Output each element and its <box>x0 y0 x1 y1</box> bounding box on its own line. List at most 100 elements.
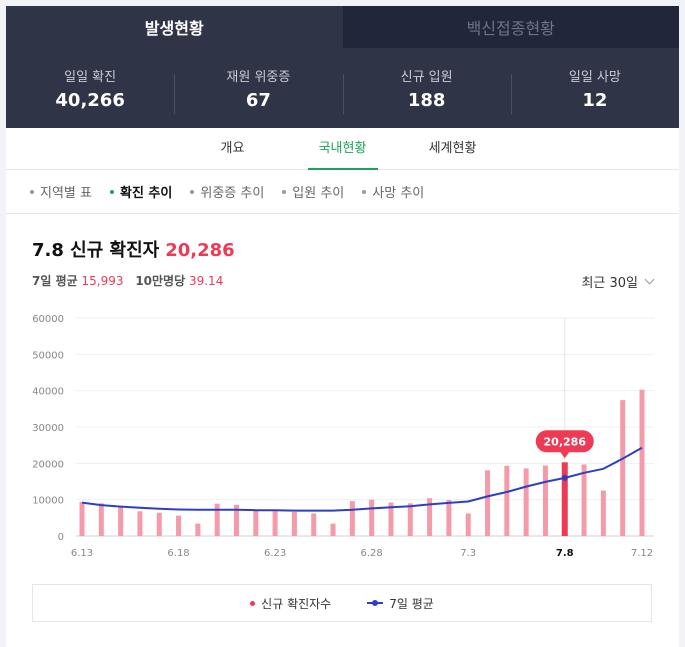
avg-label: 7일 평균 <box>32 274 78 288</box>
chart-title-text: 7.8 신규 확진자 <box>32 240 160 261</box>
bar <box>369 499 375 536</box>
y-tick-label: 50000 <box>32 350 64 361</box>
bar <box>504 465 510 536</box>
tab-overview[interactable]: 개요 <box>220 141 245 156</box>
chart-subtitle: 7일 평균 15,993 10만명당 39.14 <box>32 272 679 289</box>
bar <box>79 501 85 536</box>
bullet-icon <box>109 189 114 194</box>
legend-item-confirmed[interactable]: 신규 확진자수 <box>250 595 331 612</box>
period-dropdown[interactable]: 최근 30일 <box>581 272 655 291</box>
filter-hospitalized-trend[interactable]: 입원 추이 <box>282 182 344 201</box>
tooltip-bubble <box>535 430 594 453</box>
filter-region-table[interactable]: 지역별 표 <box>30 182 92 201</box>
y-tick-label: 10000 <box>32 496 64 507</box>
stat-critical: 재원 위중증 67 <box>174 66 342 114</box>
filter-label: 입원 추이 <box>292 186 345 201</box>
bar <box>349 501 355 536</box>
chart-tooltip: 20,286 <box>535 430 594 459</box>
avg-value: 15,993 <box>81 274 124 288</box>
y-axis-labels: 60000 50000 40000 30000 20000 10000 0 <box>32 314 64 543</box>
stat-value: 12 <box>582 89 608 111</box>
summary-panel: 발생현황 백신접종현황 일일 확진 40,266 재원 위중증 67 신규 입원… <box>6 6 679 128</box>
confirmed-cases-chart: 60000 50000 40000 30000 20000 10000 0 6.13 6.18… <box>32 314 654 559</box>
stat-value: 40,266 <box>55 89 125 111</box>
chart-grid <box>76 317 654 537</box>
x-tick-label: 6.23 <box>264 548 286 559</box>
avg-point <box>561 474 568 481</box>
bar <box>446 500 452 536</box>
x-tick-label: 6.18 <box>167 548 189 559</box>
stat-label: 일일 사망 <box>568 69 621 85</box>
legend-line-icon <box>367 600 384 606</box>
y-tick-label: 40000 <box>32 387 64 398</box>
x-axis-labels: 6.13 6.18 6.23 6.28 7.3 7.8 7.12 <box>71 548 653 559</box>
legend-label: 신규 확진자수 <box>261 596 332 611</box>
bar <box>311 513 317 536</box>
stat-label: 신규 입원 <box>400 69 453 85</box>
bar <box>485 470 491 536</box>
bar <box>118 507 124 536</box>
stat-daily-confirmed: 일일 확진 40,266 <box>6 66 174 111</box>
legend-item-avg[interactable]: 7일 평균 <box>367 595 434 612</box>
bar-series <box>79 389 645 536</box>
bar <box>523 468 529 536</box>
filter-label: 지역별 표 <box>40 186 92 201</box>
filter-label: 확진 추이 <box>119 186 173 201</box>
filter-bar: 지역별 표 확진 추이 위중증 추이 입원 추이 사망 추이 <box>6 170 679 214</box>
stat-value: 188 <box>407 89 446 111</box>
stat-daily-deaths: 일일 사망 12 <box>510 66 679 114</box>
bar <box>542 465 548 536</box>
chevron-down-icon <box>644 274 655 285</box>
filter-confirmed-trend[interactable]: 확진 추이 <box>109 182 173 201</box>
bar <box>98 503 104 536</box>
period-label: 최근 30일 <box>581 276 638 291</box>
bullet-icon <box>362 189 367 194</box>
bar <box>253 510 259 536</box>
stat-label: 재원 위중증 <box>226 69 291 85</box>
filter-deaths-trend[interactable]: 사망 추이 <box>362 182 424 201</box>
tab-outbreak-status[interactable]: 발생현황 <box>6 6 343 48</box>
bar <box>581 464 587 536</box>
avg-line <box>81 446 643 512</box>
filter-label: 위중증 추이 <box>200 186 265 201</box>
bar <box>330 523 336 536</box>
top-tabs: 발생현황 백신접종현황 <box>6 6 679 48</box>
covid-status-panel: 발생현황 백신접종현황 일일 확진 40,266 재원 위중증 67 신규 입원… <box>6 6 679 647</box>
chart-legend: 신규 확진자수 7일 평균 <box>32 584 652 622</box>
chart-title: 7.8 신규 확진자 20,286 <box>32 236 679 262</box>
filter-critical-trend[interactable]: 위중증 추이 <box>190 182 264 201</box>
bar <box>561 462 568 536</box>
stat-label: 일일 확진 <box>64 69 117 85</box>
y-tick-label: 0 <box>58 532 64 543</box>
y-tick-label: 30000 <box>32 423 64 434</box>
stat-new-hospitalized: 신규 입원 188 <box>342 66 511 114</box>
x-tick-label: 7.3 <box>460 548 476 559</box>
bar <box>388 502 394 536</box>
tab-domestic[interactable]: 국내현황 <box>288 128 398 170</box>
bar <box>233 504 239 536</box>
stat-value: 67 <box>245 89 271 111</box>
bar <box>195 523 201 536</box>
per100k-value: 39.14 <box>188 274 224 288</box>
bar <box>465 513 471 536</box>
y-tick-label: 20000 <box>32 459 64 470</box>
tab-vaccination-status[interactable]: 백신접종현황 <box>342 6 679 48</box>
filter-label: 사망 추이 <box>372 186 425 201</box>
legend-label: 7일 평균 <box>389 596 434 611</box>
bullet-icon <box>282 189 287 194</box>
bar <box>272 511 278 536</box>
x-tick-label: 6.28 <box>361 548 383 559</box>
y-tick-label: 60000 <box>32 314 64 325</box>
bar <box>407 503 413 536</box>
bullet-icon <box>190 189 195 194</box>
legend-dot-icon <box>250 600 256 606</box>
x-tick-label: 6.13 <box>71 548 93 559</box>
tab-world[interactable]: 세계현황 <box>428 141 477 156</box>
bar <box>620 400 626 536</box>
stats-row: 일일 확진 40,266 재원 위중증 67 신규 입원 188 일일 사망 1… <box>6 48 679 128</box>
bar <box>156 512 162 536</box>
bar <box>639 389 645 536</box>
bar <box>291 512 297 536</box>
sub-tabs: 개요 국내현황 세계현황 <box>6 128 679 170</box>
chart-title-value: 20,286 <box>165 240 235 261</box>
